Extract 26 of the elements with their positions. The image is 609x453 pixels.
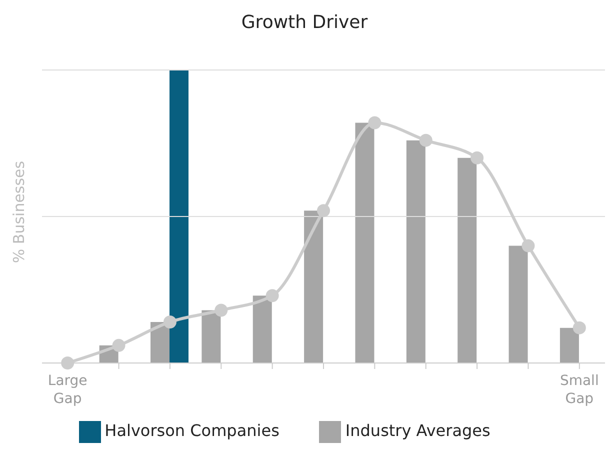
legend-label: Halvorson Companies <box>104 421 280 440</box>
bar <box>304 210 324 363</box>
bar <box>170 70 189 363</box>
point <box>214 304 228 317</box>
point <box>572 321 586 334</box>
chart-title: Growth Driver <box>240 11 369 35</box>
x-tick-label: Small Gap <box>560 373 599 407</box>
point <box>266 289 279 302</box>
bar <box>508 246 528 363</box>
point <box>163 315 176 328</box>
point <box>522 239 535 252</box>
point <box>470 151 484 164</box>
bar <box>202 310 221 363</box>
bar <box>406 140 426 363</box>
y-axis-title: % Businesses <box>10 160 28 264</box>
bar <box>355 122 374 363</box>
bar <box>252 296 272 363</box>
x-tick-label: Large Gap <box>48 373 88 407</box>
point <box>368 116 382 130</box>
bar <box>458 158 477 363</box>
point <box>61 356 74 370</box>
point <box>112 338 126 352</box>
bar <box>560 328 579 363</box>
point <box>419 134 432 147</box>
legend-label: Industry Averages <box>345 421 490 440</box>
point <box>317 204 330 218</box>
